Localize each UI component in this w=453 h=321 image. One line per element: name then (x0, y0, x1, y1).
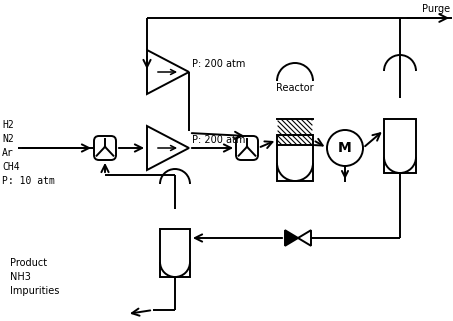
Bar (384, 119, 416, 173)
Text: P: 200 atm: P: 200 atm (192, 135, 246, 145)
Bar (277, 135, 313, 181)
Text: P: 200 atm: P: 200 atm (192, 59, 246, 69)
FancyBboxPatch shape (94, 136, 116, 160)
Bar (160, 229, 190, 277)
FancyBboxPatch shape (236, 136, 258, 160)
Polygon shape (285, 230, 298, 246)
Text: M: M (338, 141, 352, 155)
Text: Reactor: Reactor (276, 83, 314, 93)
Text: H2
N2
Ar
CH4
P: 10 atm: H2 N2 Ar CH4 P: 10 atm (2, 120, 55, 186)
Text: Product
NH3
Impurities: Product NH3 Impurities (10, 258, 59, 296)
Text: Purge: Purge (422, 4, 450, 14)
